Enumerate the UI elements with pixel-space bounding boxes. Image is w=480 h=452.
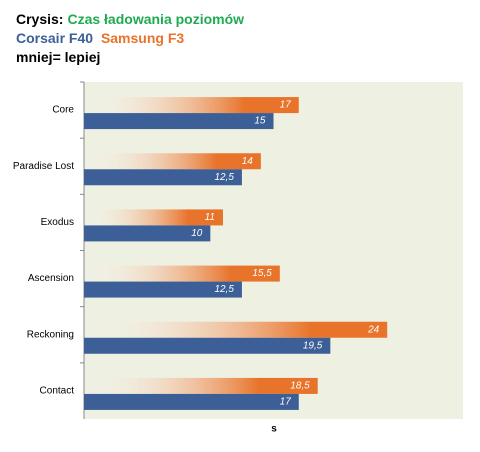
y-tick-label: Core <box>52 105 74 116</box>
bar <box>84 377 318 394</box>
annotation: mniej= lepiej <box>16 49 101 65</box>
x-axis-label: s <box>271 424 277 435</box>
bar <box>84 97 299 114</box>
bar <box>84 321 388 338</box>
chart-title: Crysis: <box>16 11 64 27</box>
value-label: 15 <box>254 116 266 127</box>
chart-subtitle: Czas ładowania poziomów <box>67 11 245 27</box>
legend-entry: Samsung F3 <box>100 30 185 46</box>
title-line: Crysis: Czas ładowania poziomów <box>16 10 248 29</box>
bar <box>84 265 280 282</box>
plot-area <box>84 82 463 419</box>
y-tick-label: Ascension <box>28 273 74 284</box>
bar <box>84 153 261 170</box>
bar <box>84 393 299 410</box>
value-label: 12,5 <box>214 172 234 183</box>
value-label: 14 <box>242 156 254 167</box>
value-label: 24 <box>367 324 380 335</box>
y-tick-label: Contact <box>40 386 75 397</box>
bar <box>84 169 242 186</box>
bar <box>84 225 211 242</box>
value-label: 17 <box>280 397 292 408</box>
header: Crysis: Czas ładowania poziomów Corsair F… <box>16 10 248 67</box>
bar <box>84 209 223 226</box>
value-label: 12,5 <box>214 284 234 295</box>
value-label: 10 <box>191 228 203 239</box>
value-label: 19,5 <box>303 340 323 351</box>
y-tick-label: Exodus <box>41 217 74 228</box>
bar <box>84 337 331 354</box>
value-label: 18,5 <box>290 381 310 392</box>
legend-entry: Corsair F40 <box>16 30 94 46</box>
legend: Corsair F40 Samsung F3 <box>16 29 248 48</box>
y-tick-label: Paradise Lost <box>13 161 74 172</box>
value-label: 17 <box>280 100 292 111</box>
bar <box>84 113 274 130</box>
value-label: 11 <box>205 212 215 223</box>
y-tick-label: Reckoning <box>27 329 74 340</box>
bar <box>84 281 242 298</box>
value-label: 15,5 <box>252 268 272 279</box>
